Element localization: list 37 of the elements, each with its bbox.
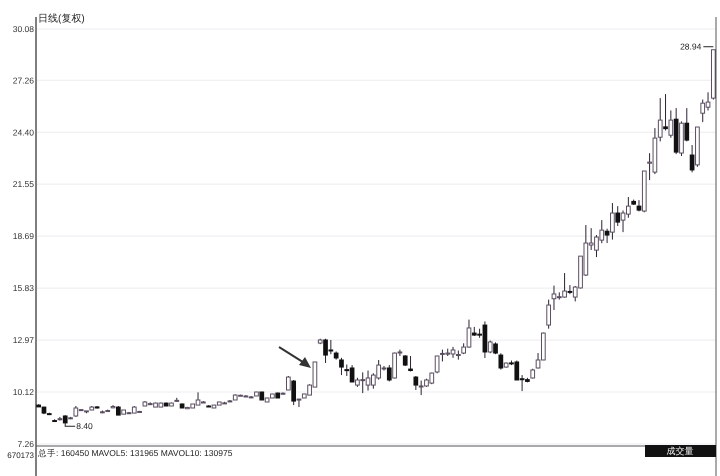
- y-tick-label: 15.83: [12, 283, 34, 294]
- text: 总手: 160450 MAVOL5: 131965 MAVOL10: 130975: [37, 448, 233, 458]
- candlestick: [488, 340, 493, 354]
- candlestick: [386, 364, 392, 382]
- candlestick: [402, 354, 408, 366]
- candlestick: [658, 98, 663, 142]
- candlestick: [493, 342, 498, 355]
- candlestick: [615, 206, 620, 226]
- candlestick: [610, 202, 615, 240]
- y-tick-label: 27.26: [12, 75, 34, 86]
- candlestick: [684, 108, 690, 142]
- candlestick: [604, 228, 610, 244]
- candlestick: [286, 375, 291, 392]
- candlestick: [434, 355, 440, 374]
- candlestick: [690, 144, 694, 173]
- candlestick: [339, 357, 344, 376]
- y-tick-label: 21.55: [12, 179, 34, 190]
- y-tick-label: 12.97: [12, 335, 34, 346]
- annotation: 8.40: [76, 421, 94, 432]
- y-tick-label: 10.12: [12, 386, 34, 397]
- candlestick: [636, 200, 642, 212]
- candlestick: [568, 284, 572, 295]
- candlestick: [413, 375, 418, 390]
- annotation: 28.94: [680, 42, 702, 52]
- text: 670173: [7, 450, 35, 460]
- candlestick: [408, 355, 413, 372]
- y-tick-label: 30.08: [12, 24, 34, 34]
- y-tick-label: 7.26: [17, 438, 34, 449]
- candlestick: [663, 94, 668, 131]
- candlestick: [546, 299, 552, 330]
- candlestick: [291, 379, 296, 406]
- chart-title: 日线(复权): [38, 12, 85, 24]
- y-tick-label: 18.69: [12, 231, 34, 242]
- text: 成交量: [666, 446, 694, 456]
- candlestick: [498, 352, 504, 370]
- y-tick-label: 24.40: [12, 127, 34, 138]
- candlestick: [668, 110, 674, 138]
